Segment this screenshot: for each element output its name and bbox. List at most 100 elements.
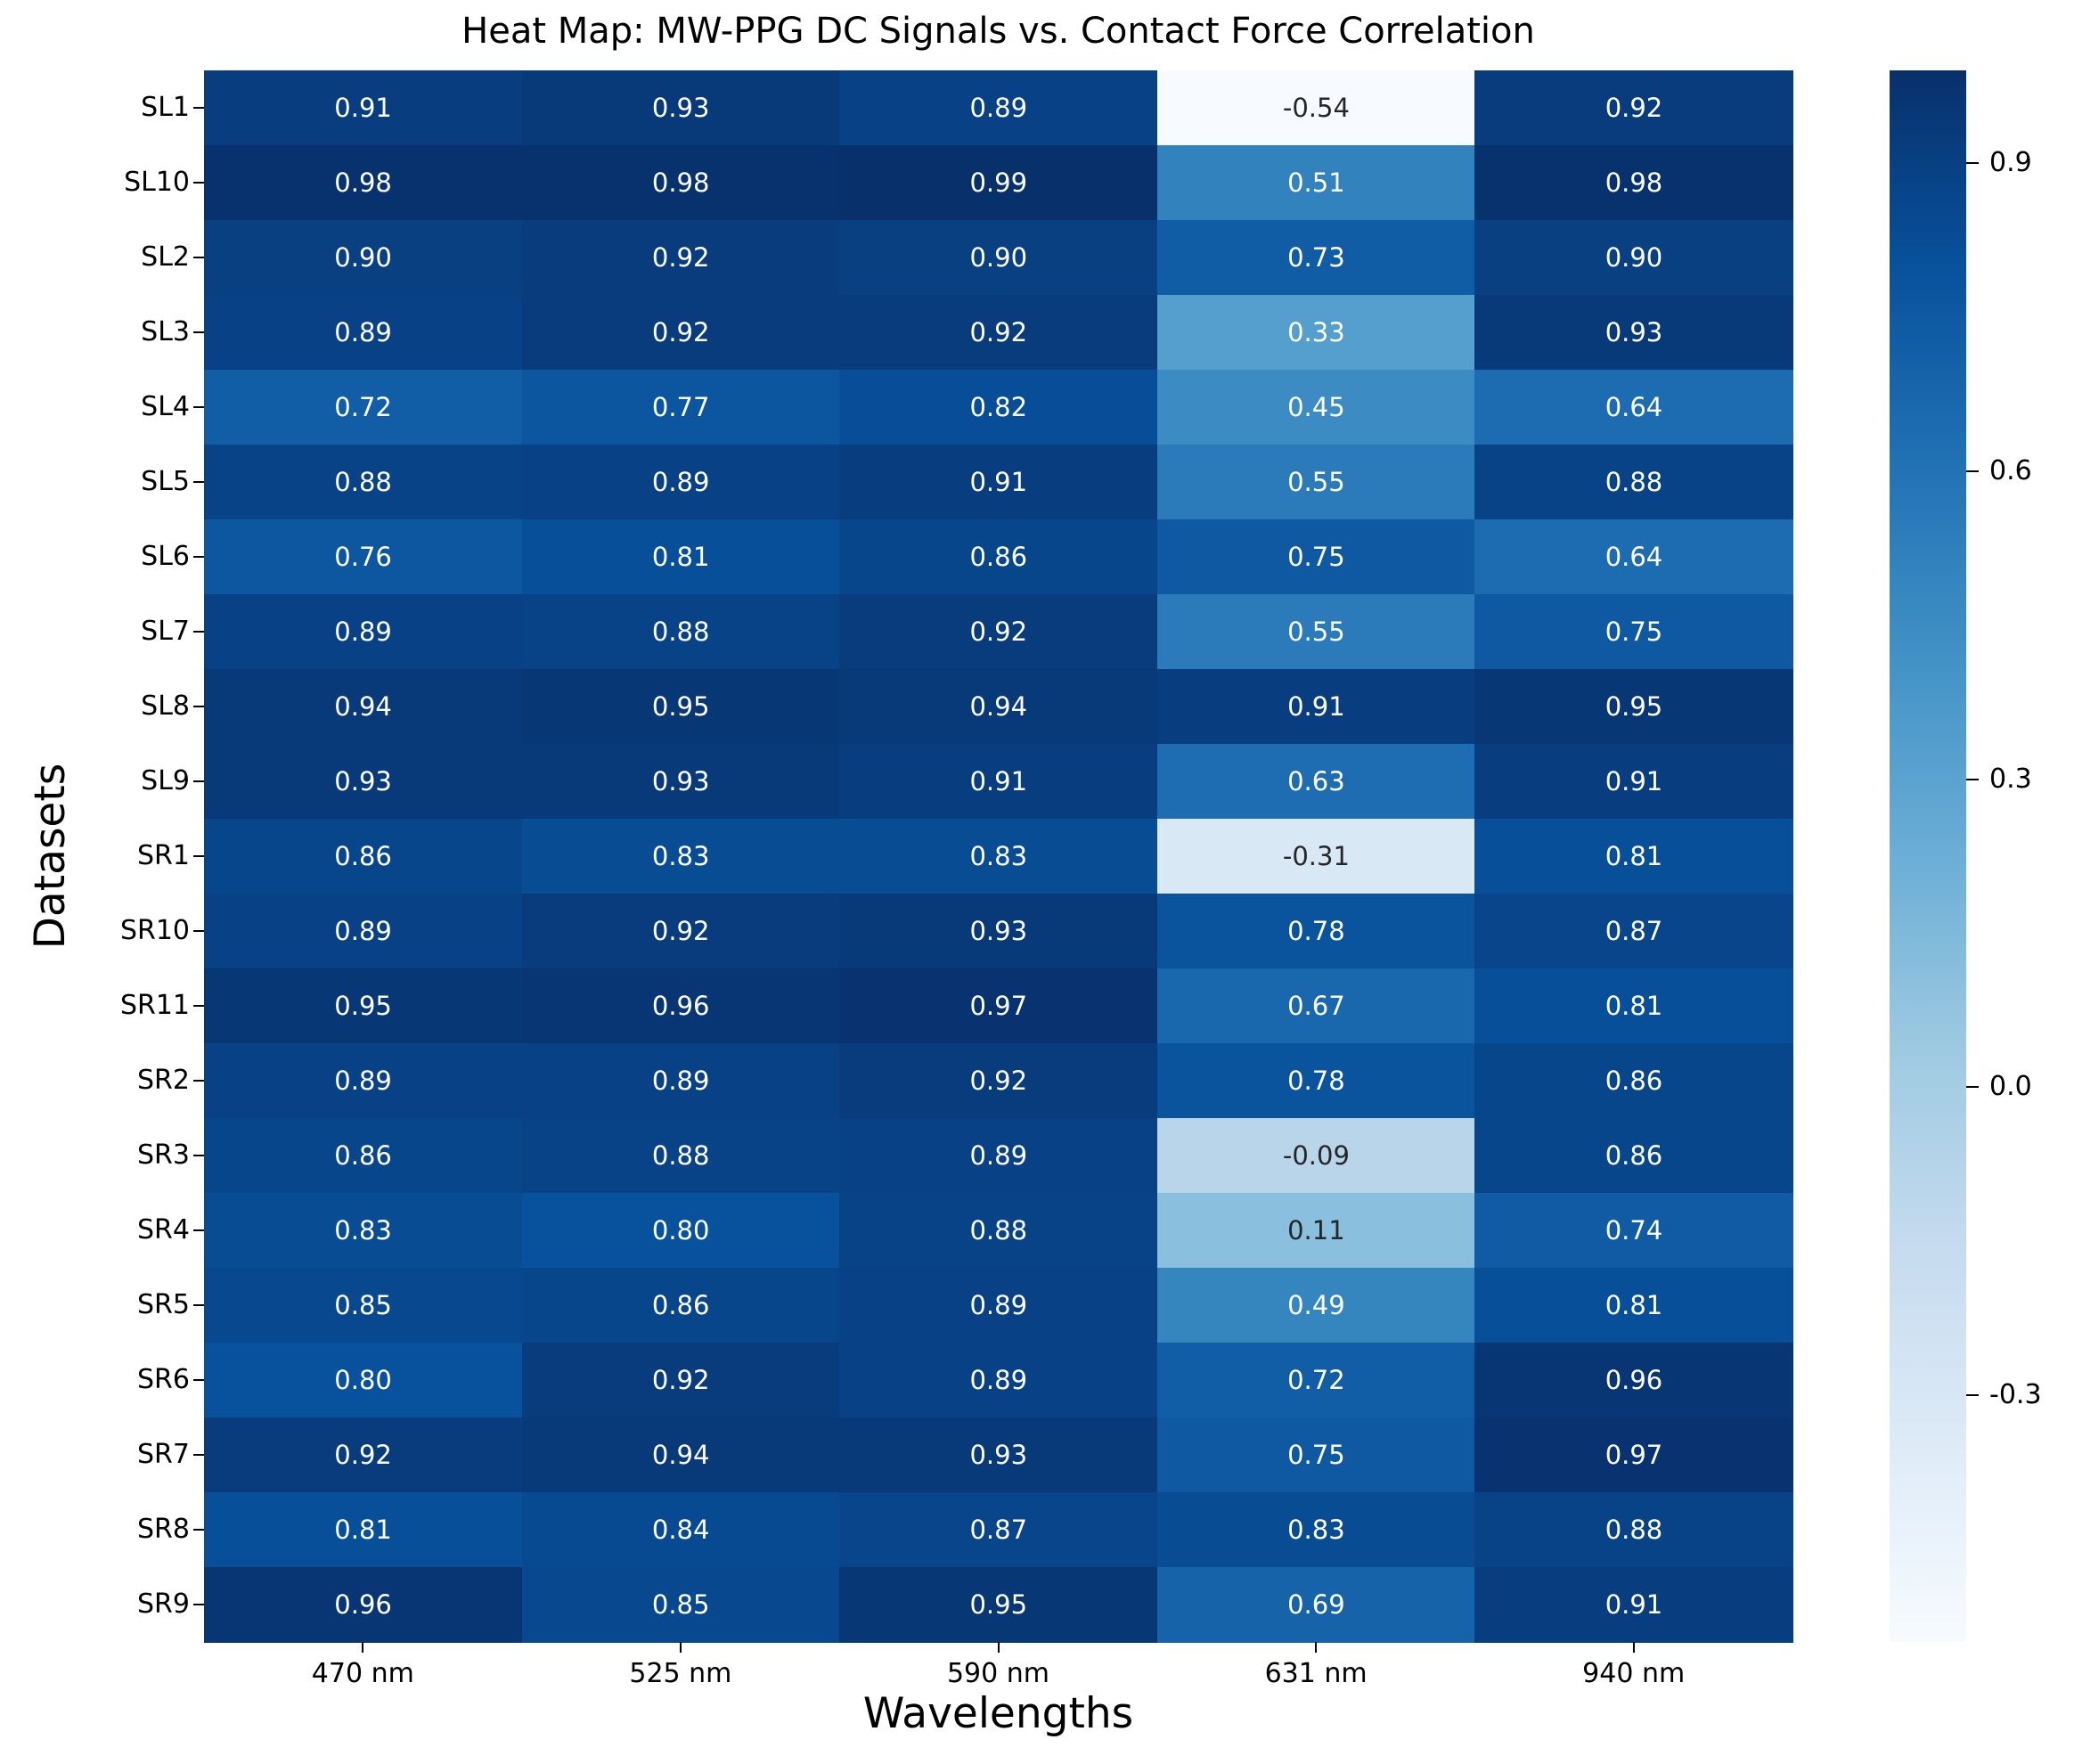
colorbar bbox=[1890, 70, 1966, 1642]
cell-value: 0.90 bbox=[969, 241, 1028, 273]
cell-value: 0.84 bbox=[651, 1514, 710, 1545]
cell-value: 0.72 bbox=[334, 391, 392, 422]
heatmap-cell: 0.33 bbox=[1156, 295, 1475, 371]
x-tick-mark bbox=[997, 1642, 1000, 1653]
heatmap-cell: 0.80 bbox=[521, 1193, 840, 1269]
heatmap-cell: 0.87 bbox=[1474, 894, 1793, 969]
heatmap-cell: 0.89 bbox=[204, 1043, 523, 1119]
y-tick-label: SL1 bbox=[141, 92, 190, 123]
heatmap-cell: 0.80 bbox=[204, 1343, 523, 1418]
x-tick-label: 470 nm bbox=[311, 1658, 414, 1689]
heatmap-cell: 0.93 bbox=[521, 744, 840, 820]
heatmap-cell: 0.78 bbox=[1156, 1043, 1475, 1119]
heatmap-cell: 0.88 bbox=[839, 1193, 1158, 1269]
heatmap-cell: 0.87 bbox=[839, 1492, 1158, 1568]
cell-value: 0.93 bbox=[969, 1439, 1028, 1470]
y-tick-label: SR3 bbox=[137, 1139, 190, 1171]
heatmap-cell: 0.95 bbox=[1474, 669, 1793, 745]
heatmap-cell: 0.92 bbox=[839, 295, 1158, 371]
cell-value: 0.99 bbox=[969, 167, 1028, 198]
cell-value: 0.92 bbox=[651, 1364, 710, 1395]
cell-value: 0.11 bbox=[1287, 1214, 1345, 1245]
x-tick-mark bbox=[1315, 1642, 1318, 1653]
cell-value: 0.78 bbox=[1287, 915, 1345, 946]
cell-value: 0.93 bbox=[969, 915, 1028, 946]
y-tick-mark bbox=[193, 780, 204, 782]
heatmap-cell: 0.91 bbox=[1474, 744, 1793, 820]
cell-value: 0.92 bbox=[969, 316, 1028, 347]
cell-value: 0.73 bbox=[1287, 241, 1345, 273]
cell-value: 0.98 bbox=[1604, 167, 1663, 198]
y-tick-label: SR9 bbox=[137, 1588, 190, 1620]
cell-value: 0.89 bbox=[334, 616, 392, 647]
heatmap-cell: 0.55 bbox=[1156, 594, 1475, 670]
cell-value: 0.33 bbox=[1287, 316, 1345, 347]
heatmap-cell: 0.92 bbox=[521, 894, 840, 969]
cell-value: 0.97 bbox=[1604, 1439, 1663, 1470]
heatmap-cell: 0.97 bbox=[839, 968, 1158, 1044]
cell-value: 0.95 bbox=[1604, 690, 1663, 722]
x-tick-label: 525 nm bbox=[629, 1658, 732, 1689]
heatmap-cell: 0.77 bbox=[521, 370, 840, 445]
cell-value: 0.75 bbox=[1287, 1439, 1345, 1470]
heatmap-cell: 0.75 bbox=[1156, 519, 1475, 595]
cell-value: 0.86 bbox=[334, 840, 392, 871]
heatmap-cell: 0.83 bbox=[521, 819, 840, 894]
heatmap-cell: 0.92 bbox=[521, 295, 840, 371]
cell-value: 0.69 bbox=[1287, 1588, 1345, 1620]
heatmap-cell: 0.45 bbox=[1156, 370, 1475, 445]
colorbar-tick-mark bbox=[1966, 778, 1979, 780]
cell-value: 0.81 bbox=[1604, 840, 1663, 871]
heatmap-cell: 0.90 bbox=[839, 220, 1158, 296]
cell-value: 0.88 bbox=[651, 616, 710, 647]
cell-value: 0.94 bbox=[969, 690, 1028, 722]
heatmap-cell: 0.92 bbox=[204, 1417, 523, 1493]
heatmap-cell: 0.91 bbox=[839, 744, 1158, 820]
colorbar-tick-label: 0.3 bbox=[1989, 763, 2032, 795]
heatmap-cell: -0.54 bbox=[1156, 70, 1475, 146]
heatmap-cell: -0.09 bbox=[1156, 1118, 1475, 1194]
cell-value: 0.96 bbox=[334, 1588, 392, 1620]
colorbar-tick-label: 0.6 bbox=[1989, 454, 2032, 486]
heatmap-cell: 0.72 bbox=[1156, 1343, 1475, 1418]
colorbar-tick-label: -0.3 bbox=[1989, 1379, 2042, 1411]
x-tick-label: 590 nm bbox=[946, 1658, 1050, 1689]
cell-value: 0.74 bbox=[1604, 1214, 1663, 1245]
cell-value: 0.89 bbox=[969, 92, 1028, 123]
y-tick-mark bbox=[193, 631, 204, 633]
heatmap-cell: 0.75 bbox=[1156, 1417, 1475, 1493]
cell-value: 0.77 bbox=[651, 391, 710, 422]
heatmap-cell: 0.93 bbox=[1474, 295, 1793, 371]
y-tick-mark bbox=[193, 406, 204, 408]
cell-value: 0.83 bbox=[334, 1214, 392, 1245]
y-tick-mark bbox=[193, 1005, 204, 1007]
heatmap-cell: 0.93 bbox=[521, 70, 840, 146]
heatmap-plot-area: 0.91 0.93 0.89 -0.54 0.92 0.98 0.98 0.99 0.51 0.9… bbox=[204, 70, 1793, 1643]
y-tick-label: SR2 bbox=[137, 1065, 190, 1096]
y-tick-label: SL10 bbox=[124, 167, 190, 198]
heatmap-cell: 0.74 bbox=[1474, 1193, 1793, 1269]
y-axis-title: Datasets bbox=[26, 763, 75, 950]
cell-value: 0.88 bbox=[1604, 466, 1663, 497]
heatmap-cell: 0.92 bbox=[521, 220, 840, 296]
cell-value: 0.91 bbox=[969, 466, 1028, 497]
y-tick-label: SR1 bbox=[137, 840, 190, 871]
heatmap-cell: 0.89 bbox=[839, 70, 1158, 146]
cell-value: 0.92 bbox=[1604, 92, 1663, 123]
cell-value: 0.93 bbox=[1604, 316, 1663, 347]
cell-value: 0.91 bbox=[1604, 765, 1663, 796]
y-tick-mark bbox=[193, 481, 204, 483]
heatmap-cell: 0.94 bbox=[204, 669, 523, 745]
y-tick-label: SR7 bbox=[137, 1439, 190, 1470]
heatmap-cell: 0.86 bbox=[521, 1268, 840, 1343]
heatmap-cell: 0.94 bbox=[839, 669, 1158, 745]
heatmap-cell: 0.90 bbox=[204, 220, 523, 296]
heatmap-cell: 0.97 bbox=[1474, 1417, 1793, 1493]
cell-value: 0.95 bbox=[334, 990, 392, 1021]
cell-value: 0.64 bbox=[1604, 541, 1663, 572]
heatmap-cell: 0.89 bbox=[204, 594, 523, 670]
heatmap-cell: 0.91 bbox=[204, 70, 523, 146]
heatmap-cell: 0.89 bbox=[521, 1043, 840, 1119]
heatmap-cell: 0.91 bbox=[839, 445, 1158, 520]
heatmap-cell: 0.84 bbox=[521, 1492, 840, 1568]
